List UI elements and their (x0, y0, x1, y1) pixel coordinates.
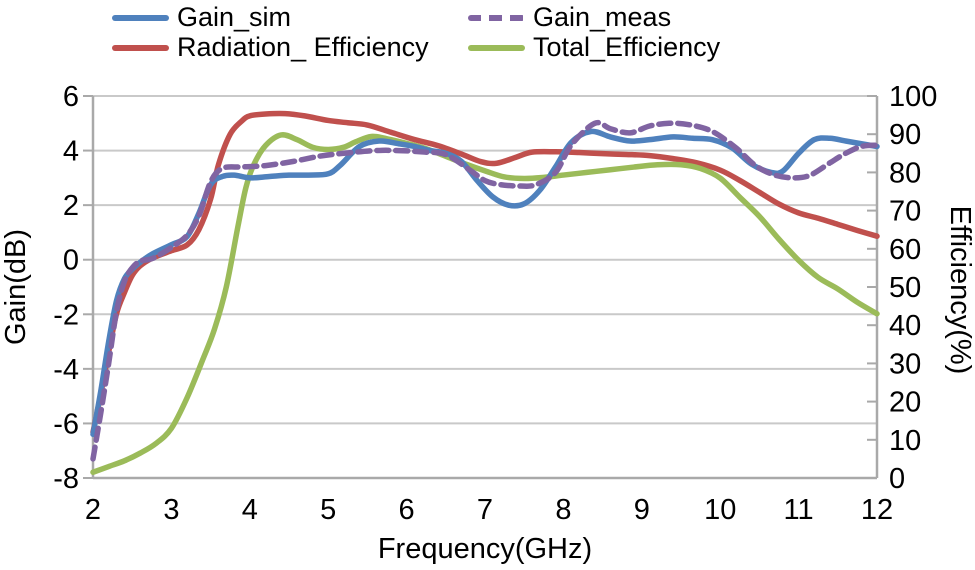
x-tick-label: 6 (399, 494, 415, 526)
legend-item-gain-sim: Gain_sim (112, 2, 468, 32)
y-left-tick-label: -8 (53, 463, 79, 495)
y-left-tick-label: 2 (63, 190, 79, 222)
x-tick-label: 3 (163, 494, 179, 526)
x-axis-title: Frequency(GHz) (378, 533, 592, 565)
chart-legend: Gain_sim Gain_meas Radiation_ Efficiency… (112, 2, 721, 62)
y-right-tick-label: 30 (889, 348, 921, 380)
x-tick-label: 12 (861, 494, 893, 526)
series-radiation-efficiency (90, 110, 880, 435)
legend-swatch-gain-sim (112, 14, 169, 21)
y-left-tick-label: -2 (53, 299, 79, 331)
legend-label-gain-meas: Gain_meas (533, 2, 672, 32)
y-left-tick-label: -6 (53, 408, 79, 440)
legend-label-gain-sim: Gain_sim (177, 2, 292, 32)
y-left-tick-label: 0 (63, 245, 79, 277)
y-right-tick-label: 60 (889, 234, 921, 266)
legend-swatch-gain-meas (468, 14, 525, 21)
legend-label-radiation-efficiency: Radiation_ Efficiency (177, 32, 429, 62)
y-right-tick-label: 70 (889, 196, 921, 228)
y-right-tick-label: 100 (889, 81, 937, 113)
y-right-tick-label: 20 (889, 387, 921, 419)
series-gain-meas (90, 119, 880, 462)
x-tick-label: 8 (555, 494, 571, 526)
axes-group (83, 95, 879, 480)
legend-label-total-efficiency: Total_Efficiency (533, 32, 721, 62)
x-tick-label: 9 (634, 494, 650, 526)
y-left-tick-label: 4 (63, 136, 79, 168)
y-left-tick-label: -4 (53, 354, 79, 386)
x-tick-label: 11 (784, 494, 814, 526)
x-tick-label: 10 (704, 494, 736, 526)
x-tick-label: 2 (85, 494, 101, 526)
y-left-axis-title: Gain(dB) (0, 229, 32, 345)
y-left-tick-label: 6 (63, 81, 79, 113)
y-right-axis-title: Efficiency(%) (944, 206, 975, 375)
y-right-tick-label: 40 (889, 310, 921, 342)
y-right-tick-label: 10 (889, 425, 921, 457)
x-tick-label: 7 (477, 494, 493, 526)
y-right-tick-label: 90 (889, 119, 921, 151)
y-right-tick-label: 0 (889, 463, 905, 495)
legend-swatch-radiation-efficiency (112, 44, 169, 51)
x-tick-label: 4 (242, 494, 258, 526)
legend-item-radiation-efficiency: Radiation_ Efficiency (112, 32, 468, 62)
y-right-tick-label: 80 (889, 157, 921, 189)
gridlines-group (93, 95, 877, 425)
x-tick-label: 5 (320, 494, 336, 526)
legend-swatch-total-efficiency (468, 44, 525, 51)
series-group (90, 110, 880, 476)
legend-item-total-efficiency: Total_Efficiency (468, 32, 721, 62)
legend-item-gain-meas: Gain_meas (468, 2, 720, 32)
y-right-tick-label: 50 (889, 272, 921, 304)
